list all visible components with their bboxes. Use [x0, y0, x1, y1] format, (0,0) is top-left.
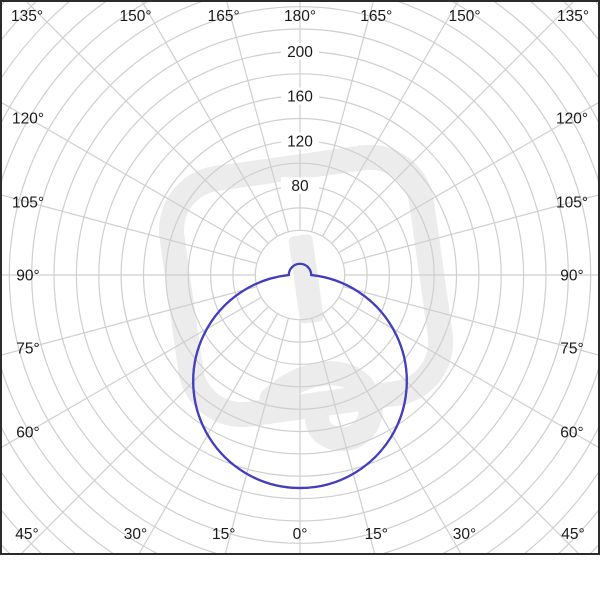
grid-spoke: [2, 194, 257, 264]
angle-label: 15°: [365, 526, 388, 543]
grid-spoke: [2, 102, 262, 254]
legend-strip: cd/klm C0 - C180 C90 - C270 η = 65%: [0, 555, 600, 600]
grid-spoke: [331, 2, 574, 244]
radial-tick-label: 80: [291, 178, 309, 195]
grid-spoke: [321, 313, 462, 553]
grid-spoke: [311, 2, 374, 232]
grid-spoke: [343, 194, 598, 264]
grid-spoke: [338, 102, 598, 254]
angle-label: 120°: [12, 111, 44, 128]
angle-label: 75°: [16, 340, 39, 357]
polar-chart-svg: 80 120 160 200 45° 30° 15° 0° 15° 30° 45° 60° 75° 90°…: [0, 0, 600, 555]
angle-label: 15°: [212, 526, 235, 543]
angle-label: 60°: [560, 425, 583, 442]
radial-tick-label: 120: [287, 133, 313, 150]
grid-spoke: [141, 2, 279, 237]
angle-label: 120°: [556, 111, 588, 128]
angle-label: 45°: [15, 526, 38, 543]
angle-label: 180°: [284, 8, 316, 25]
grid-spoke: [138, 313, 279, 553]
angle-label: 105°: [12, 195, 44, 212]
angle-label: 0°: [293, 526, 308, 543]
watermark-shape: [159, 144, 454, 428]
grid-spoke: [21, 306, 269, 553]
angle-label: 105°: [556, 195, 588, 212]
angle-label: 135°: [557, 8, 589, 25]
angle-label: 75°: [560, 340, 583, 357]
angle-label: 135°: [11, 8, 43, 25]
angle-label: 150°: [119, 8, 151, 25]
radial-tick-label: 160: [287, 89, 313, 106]
radial-tick-backing: [281, 177, 319, 195]
grid-spoke: [343, 286, 598, 356]
grid-spoke: [331, 306, 579, 553]
angle-label: 60°: [16, 425, 39, 442]
radial-tick-backing: [281, 42, 319, 60]
polar-chart-area: 80 120 160 200 45° 30° 15° 0° 15° 30° 45° 60° 75° 90°…: [0, 0, 600, 555]
angle-label: 90°: [560, 268, 583, 285]
angle-label: 150°: [448, 8, 480, 25]
grid-spoke: [226, 2, 289, 232]
curve-c90-c270: [192, 262, 408, 490]
angle-label: 45°: [561, 526, 584, 543]
radial-tick-backing: [281, 132, 319, 150]
grid-spoke: [224, 318, 289, 553]
grid-spoke: [321, 2, 459, 237]
angle-label: 30°: [453, 526, 476, 543]
angle-label: 165°: [360, 8, 392, 25]
grid-spoke: [2, 286, 257, 356]
radial-tick-backing: [281, 87, 319, 105]
grid-spoke: [26, 2, 269, 244]
chart-border: [0, 0, 600, 555]
polar-grid: [2, 2, 598, 553]
angle-label: 165°: [208, 8, 240, 25]
grid-spoke: [311, 318, 376, 553]
watermark-shape: [288, 234, 324, 324]
radial-tick-label: 200: [287, 44, 313, 61]
angle-label: 90°: [16, 268, 39, 285]
angle-label: 30°: [124, 526, 147, 543]
